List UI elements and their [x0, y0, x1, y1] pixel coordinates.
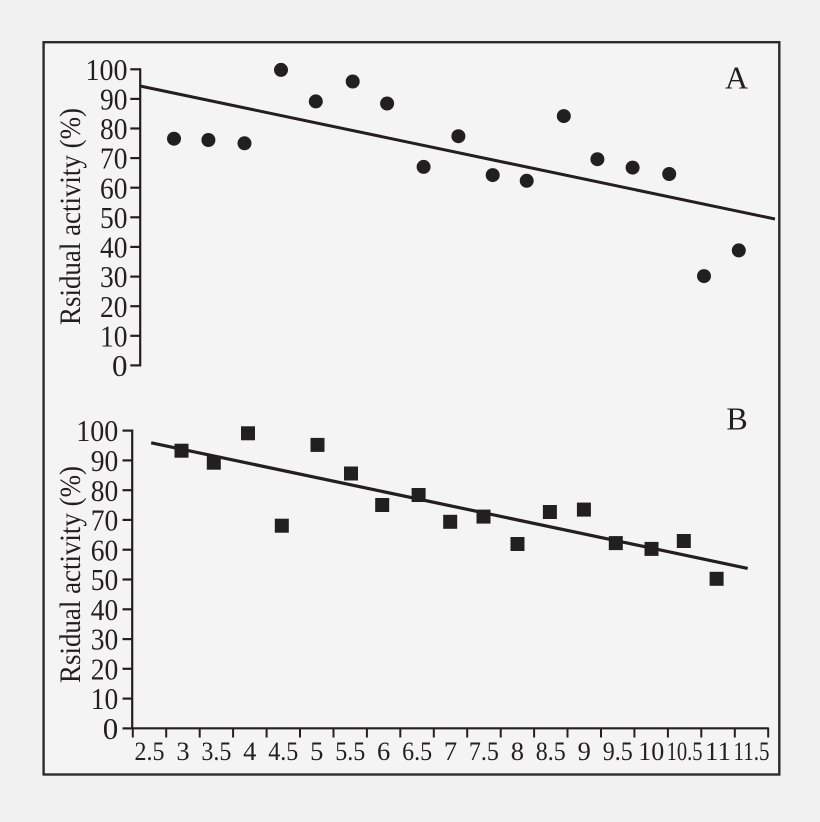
- svg-text:5.5: 5.5: [335, 736, 365, 766]
- svg-text:50: 50: [91, 562, 119, 597]
- svg-text:3: 3: [176, 736, 189, 766]
- svg-text:7.5: 7.5: [469, 736, 499, 766]
- svg-text:0: 0: [103, 711, 119, 746]
- svg-text:0: 0: [112, 348, 128, 383]
- svg-text:30: 30: [100, 259, 128, 294]
- svg-text:4.5: 4.5: [268, 736, 298, 766]
- svg-text:11: 11: [705, 736, 731, 766]
- svg-text:10.5: 10.5: [667, 736, 703, 766]
- svg-text:Rsidual activity (%): Rsidual activity (%): [54, 108, 87, 325]
- svg-text:9: 9: [578, 736, 591, 766]
- svg-text:5: 5: [310, 736, 323, 766]
- svg-text:10: 10: [100, 318, 128, 353]
- svg-text:20: 20: [100, 289, 128, 324]
- svg-text:90: 90: [91, 443, 119, 478]
- svg-text:80: 80: [91, 473, 119, 508]
- svg-text:60: 60: [91, 532, 119, 567]
- svg-text:7: 7: [444, 736, 457, 766]
- svg-text:3.5: 3.5: [201, 736, 231, 766]
- svg-text:50: 50: [100, 200, 128, 235]
- svg-text:6: 6: [377, 736, 390, 766]
- svg-text:B: B: [726, 401, 747, 437]
- svg-text:100: 100: [76, 413, 118, 448]
- svg-text:60: 60: [100, 170, 128, 205]
- svg-text:4: 4: [243, 736, 256, 766]
- svg-text:11.5: 11.5: [734, 736, 770, 766]
- svg-text:90: 90: [100, 82, 128, 117]
- svg-text:10: 10: [638, 736, 664, 766]
- svg-text:9.5: 9.5: [603, 736, 633, 766]
- svg-text:2.5: 2.5: [135, 736, 165, 766]
- svg-text:10: 10: [91, 681, 119, 716]
- svg-text:40: 40: [100, 230, 128, 265]
- svg-text:40: 40: [91, 592, 119, 627]
- svg-text:30: 30: [91, 622, 119, 657]
- svg-text:6.5: 6.5: [402, 736, 432, 766]
- svg-text:70: 70: [91, 503, 119, 538]
- svg-text:70: 70: [100, 141, 128, 176]
- svg-text:A: A: [725, 60, 748, 96]
- svg-text:8.5: 8.5: [536, 736, 566, 766]
- svg-text:20: 20: [91, 651, 119, 686]
- svg-text:100: 100: [86, 52, 128, 87]
- svg-text:8: 8: [511, 736, 524, 766]
- svg-text:Rsidual activity (%): Rsidual activity (%): [54, 466, 87, 683]
- svg-text:80: 80: [100, 111, 128, 146]
